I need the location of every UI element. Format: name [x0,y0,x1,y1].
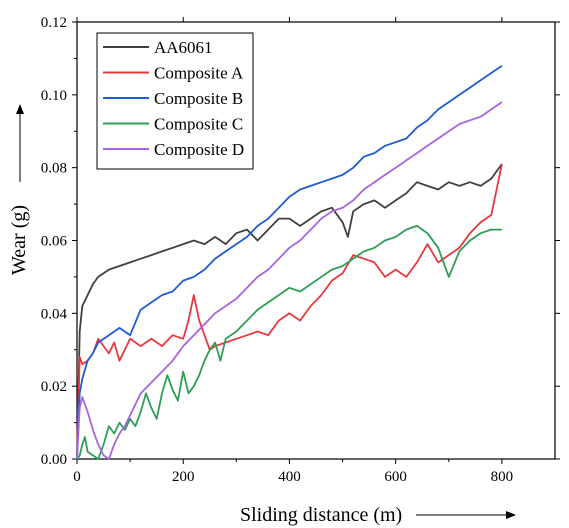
x-tick-label: 600 [384,469,407,485]
legend-label: Composite D [154,140,244,159]
y-tick-label: 0.04 [41,306,68,322]
series-line-composite-b [76,64,503,460]
y-axis-title: Wear (g) [8,205,30,275]
series-line-aa6061 [76,163,503,460]
series-line-composite-d [76,101,503,460]
x-tick-label: 800 [491,469,514,485]
x-axis-title: Sliding distance (m) [240,504,402,526]
y-tick-label: 0.02 [41,379,67,395]
y-tick-label: 0.10 [41,88,67,104]
legend-label: Composite B [154,89,243,108]
y-tick-label: 0.06 [41,234,68,250]
x-axis-arrow [416,511,516,519]
legend-box [96,32,254,170]
y-tick-label: 0.00 [41,452,67,468]
legend-label: Composite A [154,64,244,83]
legend-label: AA6061 [154,38,213,57]
x-tick-label: 200 [172,469,195,485]
series-lines [76,64,503,460]
y-tick-label: 0.08 [41,161,67,177]
y-tick-label: 0.12 [41,15,67,31]
series-line-composite-c [76,224,502,460]
y-axis-arrow [16,104,24,182]
x-tick-label: 0 [73,469,81,485]
legend: AA6061 Composite A Composite B Composite C C… [96,32,254,170]
axis-ticks: 0 200 400 600 800 0.00 0.02 0.04 0.06 0.08 0.10 0.1… [41,15,560,485]
series-line-composite-a [76,163,503,460]
legend-label: Composite C [154,115,243,134]
x-tick-label: 400 [278,469,301,485]
